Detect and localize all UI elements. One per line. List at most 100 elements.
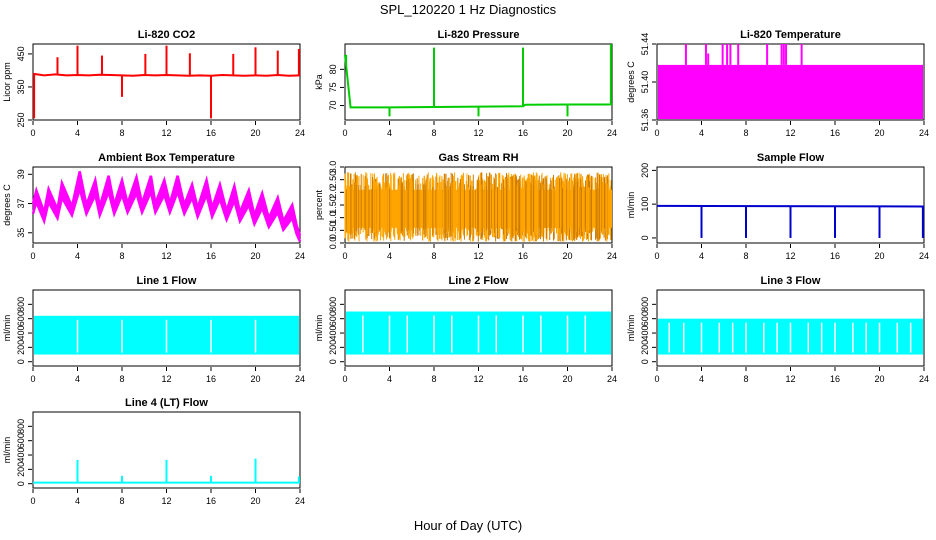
plot-data <box>33 458 300 484</box>
x-tick-label: 4 <box>75 496 80 506</box>
panel: Ambient Box Temperature degrees C 0 4 8 12 16 2… <box>2 152 305 261</box>
x-tick-label: 16 <box>830 251 840 261</box>
x-tick-label: 24 <box>607 374 617 384</box>
x-tick-label: 20 <box>562 128 572 138</box>
x-tick-label: 24 <box>919 251 929 261</box>
x-tick-label: 16 <box>206 128 216 138</box>
x-tick-label: 24 <box>607 251 617 261</box>
x-tick-label: 0 <box>342 128 347 138</box>
x-tick-label: 4 <box>75 374 80 384</box>
x-tick-label: 12 <box>785 374 795 384</box>
y-tick-label: 200 <box>640 340 650 355</box>
panel: Line 1 Flow ml/min 0 4 8 12 16 20 24 0 20040060080… <box>2 275 305 384</box>
y-tick-label: 0 <box>16 359 26 364</box>
plot-frame <box>344 43 613 121</box>
panel: Line 3 Flow ml/min 0 4 8 12 16 20 24 0 20040060080… <box>626 275 929 384</box>
panel: Sample Flow ml/min 0 4 8 12 16 20 24 0 100 200 <box>626 152 929 261</box>
x-tick-label: 24 <box>919 374 929 384</box>
series-line <box>344 54 613 109</box>
x-tick-label: 16 <box>518 128 528 138</box>
y-tick-label: 0 <box>640 359 650 364</box>
x-tick-label: 12 <box>161 374 171 384</box>
y-tick-label: 800 <box>328 297 338 312</box>
panel-title: Line 1 Flow <box>137 275 197 287</box>
y-axis-label: ml/min <box>626 192 636 219</box>
panel: Li-820 CO2 Licor ppm 0 4 8 12 16 20 24 250 350 450 <box>2 29 305 138</box>
x-tick-label: 12 <box>161 251 171 261</box>
x-tick-label: 0 <box>654 128 659 138</box>
x-tick-label: 0 <box>30 128 35 138</box>
y-axis-label: Licor ppm <box>2 62 12 102</box>
plot-frame <box>656 43 925 121</box>
x-tick-label: 8 <box>119 128 124 138</box>
plot-data <box>658 44 923 120</box>
x-tick-label: 0 <box>342 374 347 384</box>
y-tick-label: 1.50 <box>328 196 338 214</box>
y-tick-label: 0.50 <box>328 222 338 240</box>
x-tick-label: 8 <box>743 251 748 261</box>
x-tick-label: 8 <box>431 251 436 261</box>
y-axis-label: ml/min <box>626 315 636 342</box>
y-tick-label: 200 <box>640 163 650 178</box>
plot-frame <box>32 411 301 489</box>
y-tick-label: 39 <box>16 169 26 179</box>
y-tick-label: 350 <box>16 79 26 94</box>
y-tick-label: 80 <box>328 64 338 74</box>
plot-frame <box>32 43 301 121</box>
x-tick-label: 20 <box>250 496 260 506</box>
x-tick-label: 16 <box>830 128 840 138</box>
panel: Li-820 Temperature degrees C 0 4 8 12 16 20 24 51… <box>626 29 929 138</box>
x-tick-label: 0 <box>654 251 659 261</box>
x-tick-label: 4 <box>387 374 392 384</box>
y-tick-label: 200 <box>328 340 338 355</box>
x-tick-label: 8 <box>119 251 124 261</box>
series-envelope <box>33 171 300 242</box>
x-tick-label: 20 <box>250 374 260 384</box>
y-tick-label: 800 <box>16 419 26 434</box>
y-tick-label: 51.44 <box>640 33 650 56</box>
panel: Line 2 Flow ml/min 0 4 8 12 16 20 24 0 20040060080… <box>314 275 617 384</box>
x-tick-label: 0 <box>654 374 659 384</box>
x-tick-label: 12 <box>785 128 795 138</box>
y-tick-label: 2.50 <box>328 171 338 189</box>
y-axis-label: ml/min <box>314 315 324 342</box>
x-tick-label: 12 <box>785 251 795 261</box>
x-tick-label: 0 <box>30 496 35 506</box>
panel-title: Li-820 Pressure <box>438 29 520 41</box>
x-tick-label: 20 <box>250 251 260 261</box>
panel-title: Line 2 Flow <box>449 275 509 287</box>
y-tick-label: 0 <box>640 235 650 240</box>
y-tick-label: 100 <box>640 197 650 212</box>
plot-data <box>346 311 611 355</box>
x-tick-label: 16 <box>206 374 216 384</box>
y-tick-label: 600 <box>640 311 650 326</box>
y-tick-label: 0 <box>328 359 338 364</box>
x-tick-label: 0 <box>30 251 35 261</box>
plot-frame <box>656 289 925 367</box>
y-axis-label: degrees C <box>626 61 636 103</box>
x-tick-label: 0 <box>30 374 35 384</box>
x-tick-label: 4 <box>699 251 704 261</box>
panel-title: Ambient Box Temperature <box>98 152 235 164</box>
figure-xlabel: Hour of Day (UTC) <box>413 518 523 533</box>
x-tick-label: 20 <box>562 251 572 261</box>
x-tick-label: 24 <box>295 374 305 384</box>
x-tick-label: 20 <box>562 374 572 384</box>
y-tick-label: 800 <box>640 297 650 312</box>
y-axis-label: kPa <box>314 74 324 90</box>
y-tick-label: 200 <box>16 462 26 477</box>
x-tick-label: 24 <box>295 496 305 506</box>
x-tick-label: 12 <box>473 374 483 384</box>
x-tick-label: 24 <box>295 128 305 138</box>
plot-data <box>34 315 299 355</box>
y-tick-label: 2.0 <box>328 186 338 199</box>
x-tick-label: 4 <box>699 374 704 384</box>
x-tick-label: 20 <box>250 128 260 138</box>
x-tick-label: 20 <box>874 251 884 261</box>
plot-data <box>344 172 612 242</box>
y-tick-label: 400 <box>16 448 26 463</box>
plot-data <box>658 318 923 355</box>
x-tick-label: 8 <box>119 374 124 384</box>
